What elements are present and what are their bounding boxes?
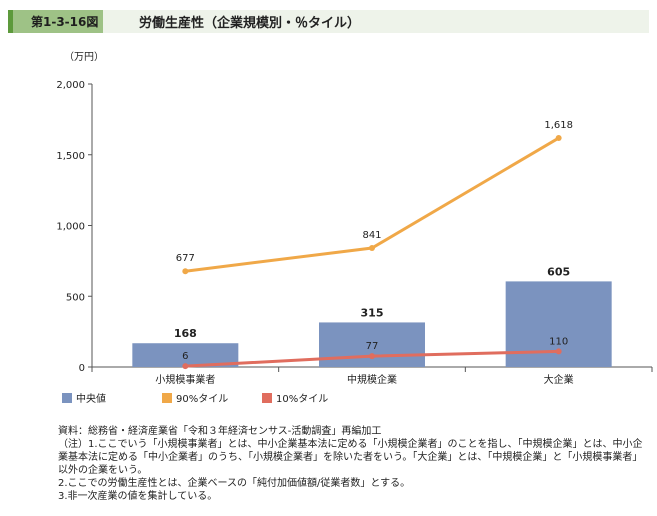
y-tick-label: 2,000: [56, 80, 85, 91]
x-tick-label: 中規模企業: [347, 373, 397, 386]
bar-median: [132, 343, 239, 367]
point-p90: [369, 244, 375, 251]
source-note: 資料：総務省・経済産業省「令和３年経済センサス-活動調査」再編加工: [58, 426, 382, 437]
note-line-2: 業基本法に定める「中小企業者」のうち、「小規模企業者」を除いた者をいう。「大企業…: [58, 452, 643, 463]
note-line-5: 3.非一次産業の値を集計している。: [58, 491, 218, 502]
note-line-1: （注）1.ここでいう「小規模事業者」とは、中小企業基本法に定める「小規模企業者」…: [58, 439, 643, 450]
figure-title: 労働生産性（企業規模別・％タイル）: [103, 10, 649, 33]
y-tick-label: 1,500: [56, 151, 85, 162]
point-p90: [182, 268, 189, 275]
note-line-4: 2.ここでの労働生産性とは、企業ベースの「純付加価値額/従業者数」とする。: [58, 478, 411, 489]
p10-data-label: 110: [549, 336, 568, 347]
bar-median: [319, 322, 425, 367]
p90-data-label: 1,618: [544, 120, 573, 131]
p10-data-label: 6: [182, 351, 188, 362]
x-tick-label: 大企業: [544, 373, 574, 386]
line-p90: [185, 136, 560, 273]
legend-swatch-p90: [162, 393, 172, 403]
chart: （万円） 0 500 1,000 1,500 2,000 小規模事業者 中規模企業 大企業 168…: [56, 51, 653, 405]
bar-data-label: 605: [547, 265, 570, 278]
p90-data-label: 677: [176, 253, 195, 264]
bar-data-label: 168: [174, 327, 197, 340]
figure-number: 第1-3-16図: [8, 10, 103, 33]
legend-swatch-p10: [262, 393, 272, 403]
bar-data-label: 315: [361, 306, 384, 319]
p90-data-label: 841: [362, 230, 381, 241]
point-p10: [369, 353, 375, 360]
y-tick-label: 500: [66, 292, 85, 303]
p10-data-label: 77: [366, 341, 379, 352]
y-tick-label: 1,000: [56, 222, 85, 233]
figure-header: 第1-3-16図 労働生産性（企業規模別・％タイル）: [8, 10, 649, 33]
y-unit-label: （万円）: [64, 51, 104, 63]
point-p10: [555, 348, 562, 355]
notes: 資料：総務省・経済産業省「令和３年経済センサス-活動調査」再編加工 （注）1.こ…: [58, 425, 643, 503]
legend-label: 中央値: [76, 392, 106, 405]
legend-label: 90%タイル: [176, 393, 228, 405]
point-p10: [182, 363, 189, 370]
y-tick-label: 0: [79, 363, 85, 374]
point-p90: [555, 135, 562, 142]
x-tick-label: 小規模事業者: [155, 373, 215, 386]
note-line-3: 以外の企業をいう。: [58, 465, 148, 476]
legend-swatch-median: [62, 393, 72, 403]
legend-label: 10%タイル: [276, 393, 328, 405]
